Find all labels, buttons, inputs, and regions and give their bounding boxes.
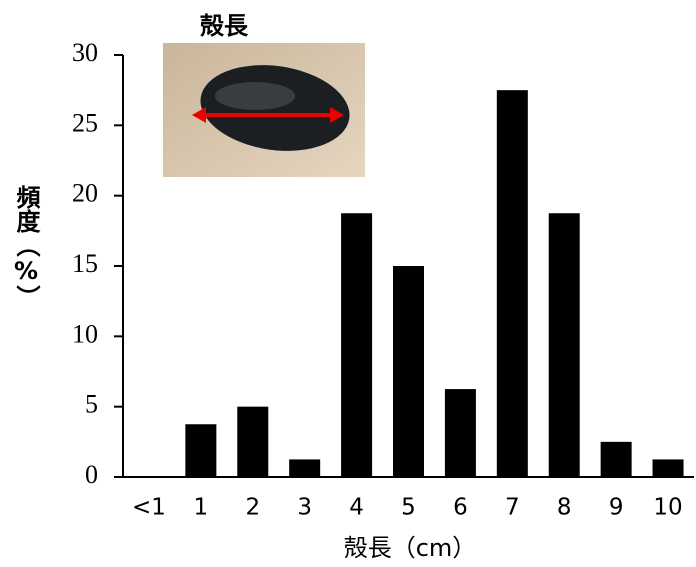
y-tick-label: 25 [72, 108, 98, 137]
x-tick-label: 10 [653, 495, 682, 521]
x-tick-label: 3 [297, 495, 312, 521]
bar [445, 389, 476, 477]
x-tick-label: 8 [557, 495, 572, 521]
x-tick-label: 9 [609, 495, 624, 521]
bar [549, 213, 580, 477]
y-tick-label: 20 [72, 179, 98, 208]
y-axis-label: 頻度（%） [12, 185, 40, 309]
bar [185, 424, 216, 477]
chart: 殻長 頻度（%） 殻長（cm） 0 5 10 15 20 25 30 <1 1 2 3 4 5 6 7 8 9 1… [0, 0, 696, 567]
x-tick-label: 7 [505, 495, 520, 521]
bar [289, 459, 320, 477]
y-tick-label: 15 [72, 249, 98, 278]
y-tick-label: 5 [85, 390, 98, 419]
y-tick-label: 30 [72, 38, 98, 67]
y-tick-label: 0 [85, 460, 98, 489]
photo [163, 43, 365, 177]
x-tick-label: 6 [453, 495, 468, 521]
x-tick-label: 2 [245, 495, 260, 521]
bar [237, 407, 268, 477]
x-axis-label: 殻長（cm） [344, 534, 477, 562]
x-tick-label: 5 [401, 495, 416, 521]
x-tick-label: 4 [349, 495, 364, 521]
bar [393, 266, 424, 477]
y-tick-label: 10 [72, 319, 98, 348]
x-tick-label: 1 [194, 495, 209, 521]
bar [653, 459, 684, 477]
annotation: 殻長 [200, 12, 249, 40]
bar [601, 442, 632, 477]
x-tick-label: <1 [132, 495, 166, 521]
bar [341, 213, 372, 477]
bar [497, 90, 528, 477]
